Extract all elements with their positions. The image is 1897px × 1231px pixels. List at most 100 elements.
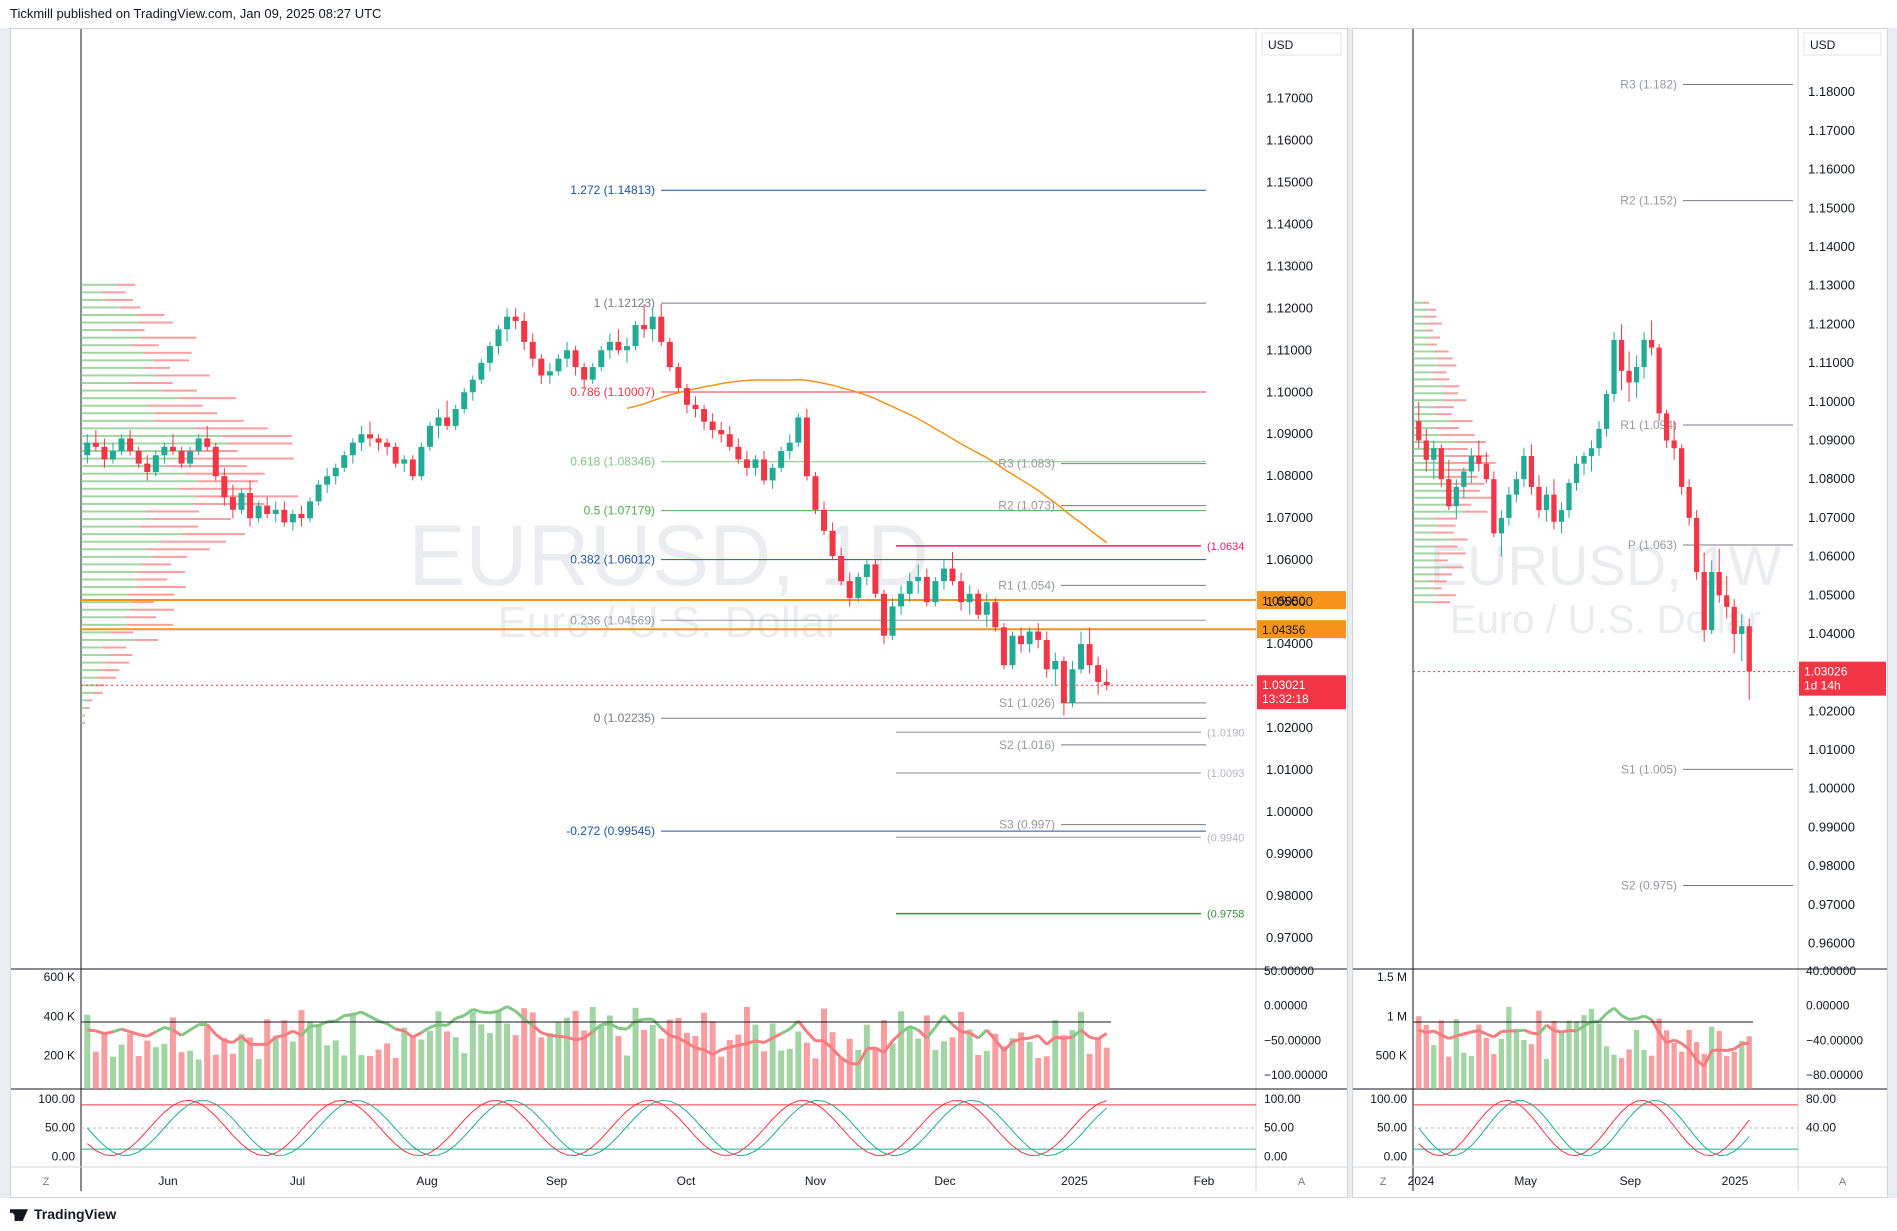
- volume-profile-bar: [1413, 573, 1434, 576]
- price-tick-label: 1.04000: [1808, 626, 1855, 641]
- last-price-value: 1.03021: [1262, 678, 1306, 692]
- candle: [726, 425, 733, 452]
- candle-body: [195, 438, 202, 452]
- weekly-chart-panel[interactable]: EURUSD, 1W Euro / U.S. Dollar R3 (1.182) R2…: [1352, 28, 1888, 1198]
- oscillator-line-segment: [386, 1022, 397, 1031]
- candle: [1453, 479, 1459, 518]
- volume-profile-bar: [1462, 510, 1488, 513]
- volume-profile-bar: [83, 722, 85, 725]
- candle: [298, 505, 305, 527]
- volume-profile-bar: [1413, 503, 1451, 506]
- candle-body: [992, 602, 999, 628]
- volume-bar: [1431, 1044, 1437, 1089]
- oscillator-line-segment: [352, 1010, 362, 1017]
- candle-body: [1431, 448, 1437, 460]
- pivot-level-label: S2 (0.975): [1621, 878, 1677, 892]
- zoom-toggle-icon[interactable]: Z: [1380, 1176, 1387, 1188]
- time-tick-label: Aug: [416, 1174, 437, 1188]
- oscillator-line-segment: [112, 1027, 123, 1034]
- candle-body: [1618, 339, 1625, 371]
- volume-bar: [778, 1050, 785, 1089]
- volume-profile-bar: [1413, 468, 1448, 471]
- candle: [264, 497, 271, 519]
- candle: [187, 446, 194, 468]
- volume-profile-bar: [81, 374, 154, 377]
- candle: [1498, 510, 1505, 557]
- volume-profile-bar: [81, 608, 130, 611]
- oscillator-line-segment: [540, 1031, 551, 1037]
- zoom-toggle-icon[interactable]: Z: [43, 1176, 50, 1188]
- candle-body: [358, 434, 365, 443]
- candle: [923, 568, 930, 607]
- volume-profile-bar: [1413, 371, 1433, 374]
- currency-label: USD: [1810, 38, 1836, 52]
- volume-profile-bar: [183, 457, 294, 460]
- volume-profile-bar: [81, 722, 84, 725]
- candle-body: [898, 593, 905, 607]
- candle-body: [1453, 486, 1459, 507]
- oscillator-line-segment: [1448, 1034, 1457, 1040]
- oscillator-line-segment: [1425, 1029, 1435, 1034]
- auto-scale-toggle-icon[interactable]: A: [1839, 1176, 1847, 1188]
- volume-bar: [949, 1037, 956, 1089]
- stochastic-axis-left-label: 50.00: [1377, 1121, 1407, 1135]
- candle: [1694, 510, 1700, 580]
- oscillator-line-segment: [1597, 1012, 1608, 1023]
- candle-body: [675, 367, 682, 389]
- oscillator-line-segment: [1097, 1032, 1108, 1041]
- oscillator-line-segment: [104, 1030, 114, 1036]
- volume-bar: [615, 1036, 622, 1089]
- volume-profile-bar: [146, 548, 210, 551]
- volume-profile-bar: [1450, 538, 1468, 541]
- volume-profile-bar: [153, 374, 210, 377]
- price-tick-label: 1.09000: [1266, 426, 1313, 441]
- candle: [623, 337, 630, 363]
- daily-chart-panel[interactable]: EURUSD, 1D Euro / U.S. Dollar 1.272 (1.148…: [10, 28, 1348, 1198]
- volume-bar: [546, 1033, 553, 1089]
- volume-bar: [152, 1047, 159, 1089]
- volume-profile-bar: [1450, 503, 1472, 506]
- volume-bar: [332, 1040, 339, 1089]
- volume-profile-bar: [1413, 475, 1447, 478]
- volume-profile-bar: [155, 419, 244, 422]
- candle: [855, 572, 862, 603]
- oscillator-line-segment: [660, 1027, 671, 1037]
- volume-bar: [1633, 1029, 1640, 1089]
- volume-bar: [1626, 1049, 1632, 1089]
- price-tick-label: 1.14000: [1808, 239, 1855, 254]
- candle-body: [581, 367, 588, 380]
- volume-bar: [1506, 1007, 1512, 1089]
- oscillator-line-segment: [429, 1023, 439, 1029]
- price-tick-label: 1.06000: [1266, 552, 1313, 567]
- last-price-tag: [1257, 675, 1346, 710]
- auto-scale-toggle-icon[interactable]: A: [1298, 1176, 1306, 1188]
- volume-profile-bar: [81, 419, 156, 422]
- candle: [683, 383, 690, 414]
- candle-body: [1701, 572, 1707, 631]
- oscillator-line-segment: [558, 1034, 568, 1039]
- volume-profile-bar: [179, 487, 253, 490]
- candle-body: [118, 438, 125, 452]
- oscillator-line-segment: [224, 1039, 234, 1045]
- volume-profile-bar: [1413, 385, 1444, 388]
- volume-bar: [555, 1022, 562, 1089]
- tradingview-logo[interactable]: TradingView: [10, 1198, 116, 1231]
- price-tick-label: 1.15000: [1808, 200, 1855, 215]
- candle-body: [504, 316, 511, 330]
- candle: [144, 455, 151, 481]
- key-level-tag-text: 1.05050: [1262, 594, 1306, 608]
- time-tick-label: Sep: [1620, 1174, 1642, 1188]
- oscillator-line-segment: [420, 1026, 431, 1034]
- volume-profile-bar: [143, 351, 192, 354]
- volume-bar: [358, 1055, 365, 1089]
- oscillator-line-segment: [438, 1023, 448, 1027]
- volume-profile-bar: [129, 608, 175, 611]
- candle-body: [1086, 644, 1093, 666]
- candle-body: [1018, 635, 1025, 645]
- oscillator-line-segment: [1463, 1030, 1472, 1036]
- volume-profile-bar: [1449, 420, 1473, 423]
- candle: [1035, 623, 1042, 649]
- oscillator-line-segment: [1628, 1017, 1637, 1021]
